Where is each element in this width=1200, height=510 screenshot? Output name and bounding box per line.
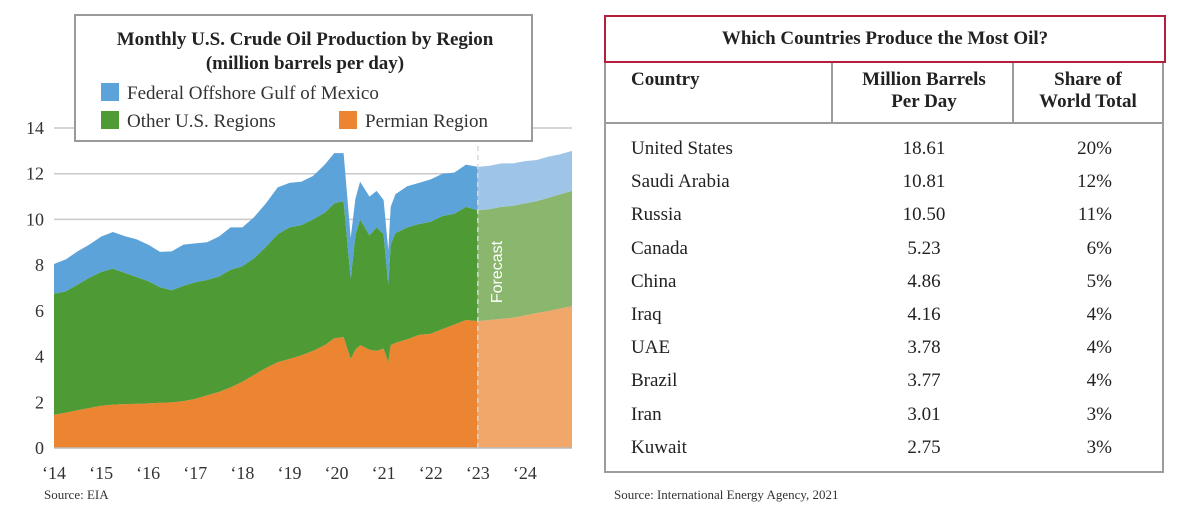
x-tick-label: ‘23 [466,463,490,483]
table-row: Iraq 4.16 4% [606,298,1162,331]
x-tick-label: ‘21 [372,463,396,483]
header-share-line1: Share of [1054,69,1122,90]
forecast-label: Forecast [489,240,506,303]
cell-share: 20% [1077,138,1112,159]
legend-label-other: Other U.S. Regions [127,111,276,132]
y-tick-label: 2 [35,392,44,412]
cell-country: Iran [631,403,662,425]
cell-share: 12% [1077,171,1112,193]
y-tick-label: 6 [35,301,44,321]
table-row: UAE 3.78 4% [606,331,1162,364]
x-tick-label: ‘16 [136,463,160,483]
cell-million-barrels: 2.75 [907,436,941,458]
table-row: Saudi Arabia 10.81 12% [606,165,1162,198]
cell-country: Kuwait [631,436,687,458]
chart-subtitle: (million barrels per day) [206,53,404,74]
area-permian-forecast [477,306,572,448]
header-country: Country [631,69,700,90]
header-share-line2: World Total [1039,91,1137,112]
cell-country: Canada [631,237,688,259]
x-tick-label: ‘22 [419,463,443,483]
area-gulf-forecast [477,150,572,211]
table-row: Canada 5.23 6% [606,232,1162,265]
cell-share: 4% [1086,370,1112,392]
table-row: Kuwait 2.75 3% [606,431,1162,464]
area-other-forecast [477,190,572,322]
cell-country: Russia [631,204,682,226]
column-divider [1012,63,1014,123]
header-million-barrels-line1: Million Barrels [862,69,986,90]
chart-title: Monthly U.S. Crude Oil Production by Reg… [117,29,494,50]
x-tick-label: ‘19 [277,463,301,483]
table-row: United States 18.61 20% [606,132,1162,165]
production-area-chart: Forecast 0 2 4 6 8 10 12 14 ‘14 ‘15 ‘16 ‘17 ‘18 ‘19 ‘20… [26,14,572,483]
legend-swatch-gulf [101,83,119,101]
y-tick-label: 4 [35,347,44,367]
cell-share: 3% [1086,403,1112,425]
x-tick-label: ‘14 [42,463,66,483]
cell-million-barrels: 5.23 [907,237,941,259]
table-source: Source: International Energy Agency, 202… [614,487,839,502]
header-share: Share of World Total [1014,69,1162,113]
legend-box [74,14,533,142]
cell-million-barrels: 3.78 [907,337,941,359]
cell-million-barrels: 18.61 [902,138,946,159]
header-million-barrels: Million Barrels Per Day [834,69,1014,113]
cell-million-barrels: 3.01 [907,403,941,425]
cell-million-barrels: 3.77 [907,370,941,392]
header-million-barrels-line2: Per Day [891,91,957,112]
table-row: China 4.86 5% [606,265,1162,298]
cell-country: Iraq [631,304,662,325]
cell-share: 3% [1086,436,1112,458]
cell-share: 6% [1086,237,1112,259]
x-tick-label: ‘15 [89,463,113,483]
cell-share: 4% [1086,337,1112,359]
cell-country: Brazil [631,370,678,392]
cell-share: 5% [1086,270,1112,292]
production-chart: Forecast 0 2 4 6 8 10 12 14 ‘14 ‘15 ‘16 ‘17 ‘18 ‘19 ‘20… [0,0,585,510]
x-tick-label: ‘20 [325,463,349,483]
cell-million-barrels: 10.81 [902,171,946,193]
cell-country: UAE [631,337,671,359]
area-permian [54,320,478,448]
legend-swatch-permian [339,111,357,129]
column-divider [831,63,833,123]
y-tick-label: 10 [26,209,44,229]
area-other [54,201,478,415]
area-gulf [54,153,478,294]
cell-country: China [631,270,677,292]
cell-million-barrels: 4.86 [907,270,941,292]
y-tick-label: 14 [26,118,44,138]
y-tick-label: 8 [35,255,44,275]
table-row: Brazil 3.77 4% [606,364,1162,397]
cell-share: 11% [1077,204,1112,226]
legend-label-gulf: Federal Offshore Gulf of Mexico [127,83,379,104]
x-tick-label: ‘17 [183,463,207,483]
x-tick-label: ‘18 [230,463,254,483]
cell-million-barrels: 10.50 [902,204,946,226]
cell-share: 4% [1086,304,1112,325]
legend-swatch-other [101,111,119,129]
table-row: Iran 3.01 3% [606,398,1162,431]
cell-country: Saudi Arabia [631,171,730,193]
header-divider [606,122,1162,124]
cell-million-barrels: 4.16 [907,304,941,325]
table-title: Which Countries Produce the Most Oil? [604,15,1166,63]
legend-label-permian: Permian Region [365,111,488,132]
table-row: Russia 10.50 11% [606,198,1162,231]
chart-source: Source: EIA [44,487,109,502]
x-tick-label: ‘24 [513,463,537,483]
y-tick-label: 12 [26,164,44,184]
oil-producers-table: Which Countries Produce the Most Oil? Co… [604,15,1166,473]
y-tick-label: 0 [35,438,44,458]
cell-country: United States [631,138,733,159]
